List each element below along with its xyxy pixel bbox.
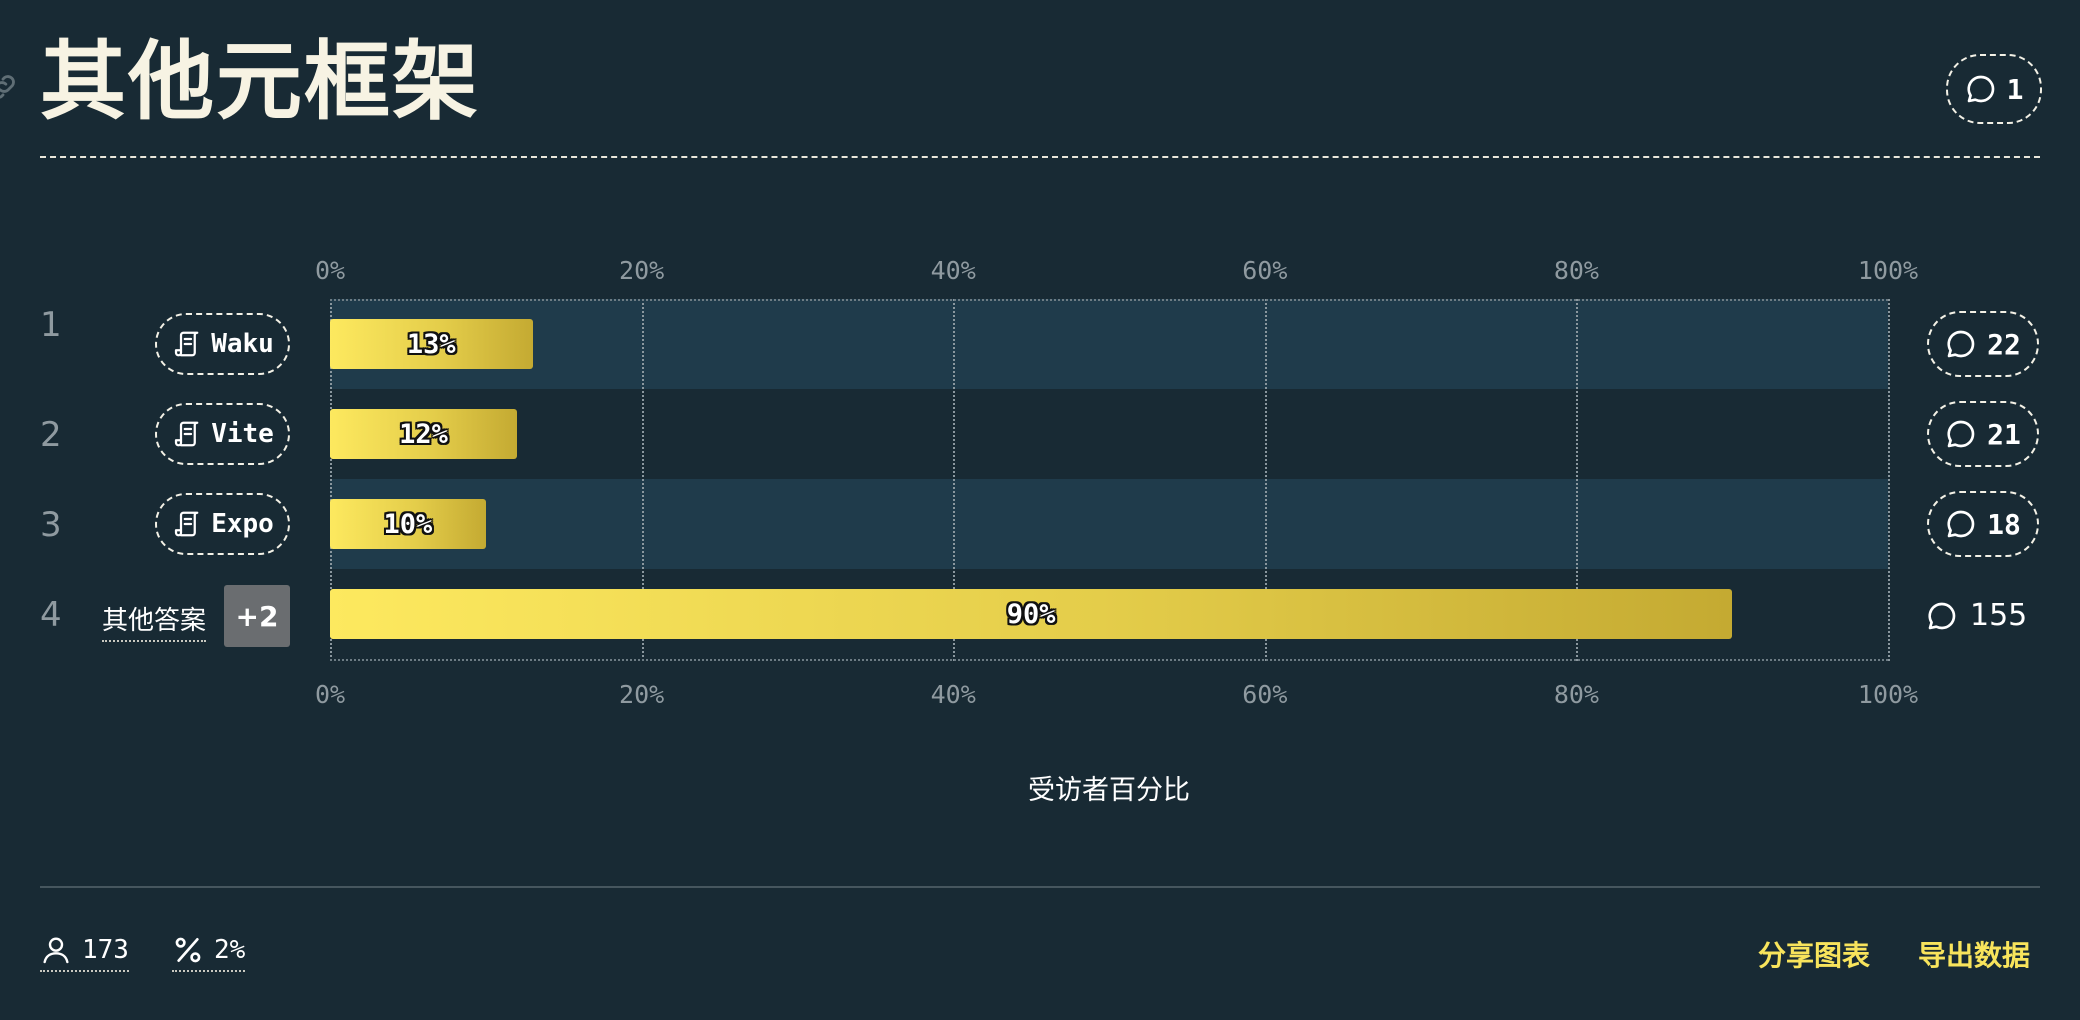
row-label-text: Expo <box>211 509 274 539</box>
scroll-icon <box>175 511 199 537</box>
other-answers-comments-count: 155 <box>1970 598 2028 633</box>
tick-label: 80% <box>1553 256 1599 285</box>
row-comments-count: 22 <box>1987 327 2021 361</box>
tick-label: 60% <box>1242 680 1288 709</box>
respondents-stat[interactable]: 173 <box>40 934 129 972</box>
row-label-vite[interactable]: Vite <box>155 403 290 465</box>
axis-line <box>330 299 1888 301</box>
x-axis-title: 受访者百分比 <box>1028 775 1190 806</box>
row-comments-button[interactable]: 18 <box>1927 491 2039 557</box>
tick-label: 100% <box>1857 680 1919 709</box>
respondents-count: 173 <box>82 935 129 965</box>
x-axis-bottom: 0% 20% 40% 60% 80% 100% <box>315 680 1918 710</box>
gridline <box>953 299 956 661</box>
speech-bubble-icon <box>1947 420 1975 448</box>
axis-line <box>330 659 1888 661</box>
tick-label: 40% <box>930 256 976 285</box>
row-band <box>330 389 1888 479</box>
speech-bubble-icon <box>1947 330 1975 358</box>
row-comments-count: 18 <box>1987 507 2021 541</box>
bar-value-label: 13% <box>406 328 456 360</box>
tick-label: 0% <box>314 680 346 709</box>
bar-value-label: 12% <box>399 418 448 450</box>
link-icon[interactable] <box>0 70 20 104</box>
tick-label: 20% <box>619 256 665 285</box>
bar[interactable]: 90% <box>330 589 1733 639</box>
row-rank: 1 <box>40 305 62 345</box>
row-label-waku[interactable]: Waku <box>155 313 290 375</box>
bar[interactable]: 13% <box>330 319 533 369</box>
tick-label: 20% <box>619 680 665 709</box>
export-data-button[interactable]: 导出数据 <box>1918 939 2031 972</box>
percent-value: 2% <box>214 935 246 965</box>
gridline <box>1888 299 1890 661</box>
tick-label: 0% <box>314 256 346 285</box>
row-band <box>330 299 1888 389</box>
percent-stat[interactable]: 2% <box>172 934 246 972</box>
row-label-text: Waku <box>211 329 274 359</box>
bar-value-label: 90% <box>1006 598 1056 630</box>
tick-label: 60% <box>1242 256 1288 285</box>
speech-bubble-icon <box>1967 75 1994 103</box>
percent-icon <box>175 937 201 963</box>
gridline <box>330 299 332 661</box>
row-label-expo[interactable]: Expo <box>155 493 290 555</box>
row-band <box>330 479 1888 569</box>
row-label-text: Vite <box>211 419 274 449</box>
share-chart-button[interactable]: 分享图表 <box>1758 939 1871 972</box>
other-answers-link[interactable]: 其他答案 <box>102 600 207 642</box>
speech-bubble-icon <box>1928 602 1956 629</box>
gridline <box>641 299 644 661</box>
other-answers-extra-badge[interactable]: +2 <box>224 585 290 647</box>
header-comments-count: 1 <box>2006 72 2024 106</box>
speech-bubble-icon <box>1947 510 1975 538</box>
row-rank: 3 <box>40 505 62 545</box>
footer-divider <box>40 886 2040 888</box>
page-title: 其他元框架 <box>40 32 480 132</box>
row-comments-count: 21 <box>1987 417 2021 451</box>
header-divider <box>40 156 2040 158</box>
tick-label: 100% <box>1857 256 1919 285</box>
row-rank: 2 <box>40 415 62 455</box>
tick-label: 80% <box>1553 680 1599 709</box>
scroll-icon <box>175 421 199 447</box>
row-comments-button[interactable]: 22 <box>1927 311 2039 377</box>
gridline <box>1576 299 1579 661</box>
bar-value-label: 10% <box>383 508 433 540</box>
scroll-icon <box>175 331 199 357</box>
bar[interactable]: 12% <box>330 409 517 459</box>
gridline <box>1264 299 1267 661</box>
user-icon <box>43 937 69 964</box>
header-comments-button[interactable]: 1 <box>1946 54 2042 124</box>
row-rank: 4 <box>40 595 62 635</box>
tick-label: 40% <box>930 680 976 709</box>
other-answers-comments[interactable]: 155 <box>1926 598 2027 633</box>
bar[interactable]: 10% <box>330 499 486 549</box>
x-axis-top: 0% 20% 40% 60% 80% 100% <box>315 256 1918 286</box>
row-comments-button[interactable]: 21 <box>1927 401 2039 467</box>
bar-chart: 13% 12% 10% 90% <box>330 299 1890 661</box>
